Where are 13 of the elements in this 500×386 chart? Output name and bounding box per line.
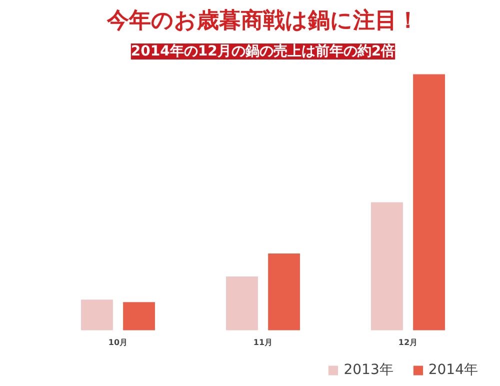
legend-label: 2014年	[428, 361, 478, 379]
x-tick-label: 10月	[108, 338, 128, 347]
chart-subtitle: 2014年の12月の鍋の売上は前年の約2倍	[130, 42, 396, 60]
bar	[413, 74, 445, 330]
bar	[268, 254, 300, 330]
bar	[123, 302, 155, 330]
x-tick-label: 11月	[253, 338, 273, 347]
bar	[226, 276, 258, 330]
bar	[81, 300, 113, 330]
x-tick-label: 12月	[398, 338, 418, 347]
bar	[371, 202, 403, 330]
legend-label: 2013年	[344, 361, 394, 379]
chart-title: 今年のお歳暮商戦は鍋に注目！	[106, 8, 419, 34]
